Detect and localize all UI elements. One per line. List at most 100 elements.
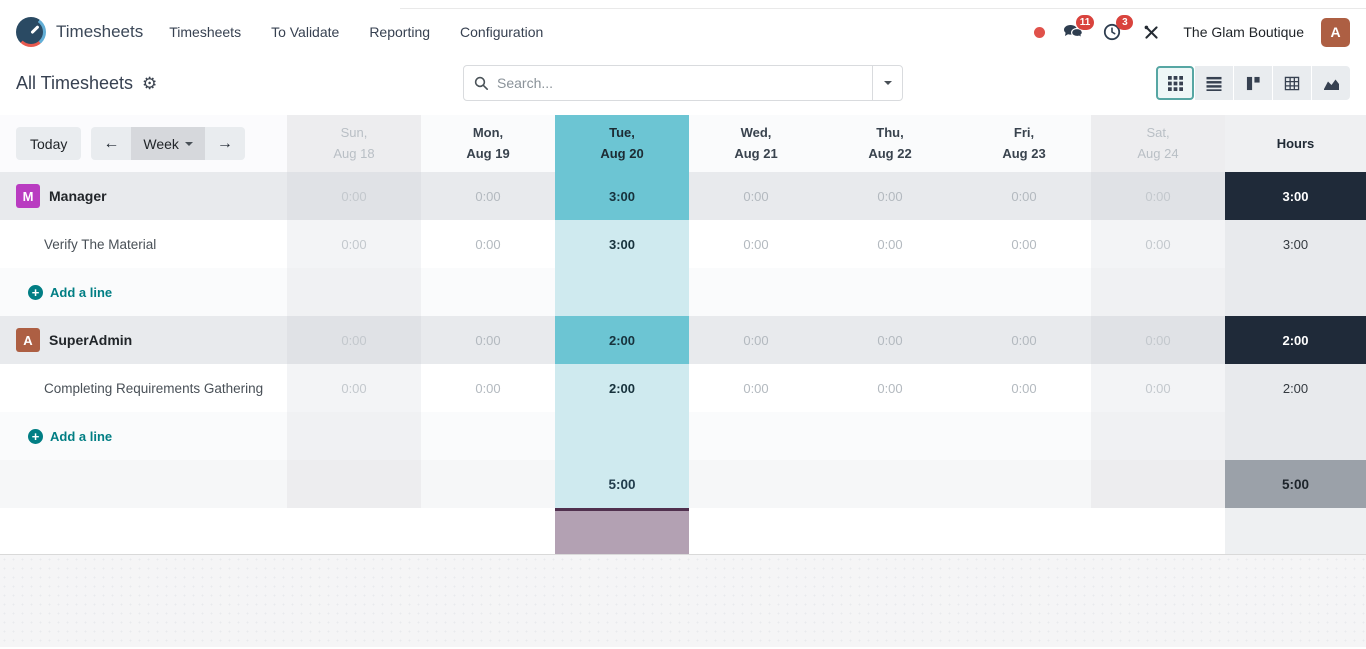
hours-column-header: Hours xyxy=(1225,115,1366,172)
add-line-row: Add a line xyxy=(0,268,1366,316)
grid-cell[interactable]: 0:00 xyxy=(823,364,957,412)
menu-item-timesheets[interactable]: Timesheets xyxy=(169,24,242,40)
hours-cell xyxy=(1225,268,1366,316)
divider xyxy=(400,8,1366,9)
view-button-list[interactable] xyxy=(1195,66,1233,100)
grid-cell: 0:00 xyxy=(1091,172,1225,220)
navbar-right: 11 3 The Glam Boutique A xyxy=(1034,15,1350,47)
timesheets-app-icon[interactable] xyxy=(16,17,46,47)
grid-cell: 0:00 xyxy=(287,172,421,220)
page-title: All Timesheets ⚙ xyxy=(16,73,157,94)
range-label: Week xyxy=(143,135,179,152)
day-name: Sat, xyxy=(1146,125,1170,141)
kanban-view-icon xyxy=(1246,76,1260,90)
view-button-grid[interactable] xyxy=(1156,66,1194,100)
search-box xyxy=(464,66,872,100)
grid-cell: 0:00 xyxy=(957,172,1091,220)
hours-cell xyxy=(1225,412,1366,460)
day-date: Aug 21 xyxy=(734,145,778,161)
grid-cell[interactable]: 0:00 xyxy=(287,364,421,412)
hours-cell: 2:00 xyxy=(1225,316,1366,364)
task-label[interactable]: Completing Requirements Gathering xyxy=(0,364,287,412)
grid-cell-today: 3:00 xyxy=(555,172,689,220)
day-name: Tue, xyxy=(609,125,635,141)
employee-label[interactable]: A SuperAdmin xyxy=(0,316,287,364)
grid-cell[interactable]: 0:00 xyxy=(689,220,823,268)
plus-icon xyxy=(28,284,43,300)
view-button-kanban[interactable] xyxy=(1234,66,1272,100)
total-cell xyxy=(1091,460,1225,508)
previous-week-button[interactable]: ← xyxy=(91,127,132,160)
grid-cell[interactable]: 0:00 xyxy=(689,364,823,412)
tools-icon xyxy=(1144,25,1158,39)
grid-cell-today[interactable]: 2:00 xyxy=(555,364,689,412)
day-name: Mon, xyxy=(472,125,504,141)
day-date: Aug 19 xyxy=(466,145,510,161)
day-date: Aug 24 xyxy=(1137,145,1179,161)
menu-item-reporting[interactable]: Reporting xyxy=(369,24,431,40)
chat-bubbles-icon xyxy=(1063,24,1083,39)
today-button[interactable]: Today xyxy=(16,127,82,160)
grid-cell: 0:00 xyxy=(823,316,957,364)
grid-cell[interactable]: 0:00 xyxy=(287,220,421,268)
grid-cell-today[interactable]: 3:00 xyxy=(555,220,689,268)
grand-total-cell: 5:00 xyxy=(1225,460,1366,508)
grid-cell xyxy=(957,412,1091,460)
grid-cell[interactable]: 0:00 xyxy=(1091,220,1225,268)
grid-cell[interactable]: 0:00 xyxy=(421,364,555,412)
total-cell xyxy=(957,460,1091,508)
recording-dot-icon xyxy=(1034,26,1046,38)
menu-item-configuration[interactable]: Configuration xyxy=(460,24,544,40)
grid-cell[interactable]: 0:00 xyxy=(823,220,957,268)
search-bar xyxy=(463,65,903,101)
grid-cell[interactable]: 0:00 xyxy=(421,220,555,268)
employee-name: SuperAdmin xyxy=(49,332,133,348)
settings-gear-icon[interactable]: ⚙ xyxy=(142,73,158,93)
employee-name: Manager xyxy=(49,188,107,204)
grid-cell xyxy=(421,412,555,460)
bar-cell xyxy=(287,508,421,554)
grid-cell[interactable]: 0:00 xyxy=(957,364,1091,412)
search-dropdown-button[interactable] xyxy=(872,66,902,100)
search-icon xyxy=(474,76,488,90)
hours-cell: 2:00 xyxy=(1225,364,1366,412)
totals-row: 5:00 5:00 xyxy=(0,460,1366,508)
grid-cell[interactable]: 0:00 xyxy=(957,220,1091,268)
grid-cell: 0:00 xyxy=(287,316,421,364)
grid-cell: 0:00 xyxy=(421,316,555,364)
pivot-view-icon xyxy=(1284,76,1300,90)
add-a-line-label: Add a line xyxy=(50,284,113,300)
user-avatar[interactable]: A xyxy=(1321,17,1350,47)
view-switcher xyxy=(1156,66,1350,100)
employee-row-superadmin: A SuperAdmin 0:00 0:00 2:00 0:00 0:00 0:… xyxy=(0,316,1366,364)
add-a-line-button[interactable]: Add a line xyxy=(28,428,112,444)
grid-cell xyxy=(287,412,421,460)
employee-label[interactable]: M Manager xyxy=(0,172,287,220)
bar-cell xyxy=(689,508,823,554)
view-button-pivot[interactable] xyxy=(1273,66,1311,100)
employee-row-manager: M Manager 0:00 0:00 3:00 0:00 0:00 0:00 … xyxy=(0,172,1366,220)
search-input[interactable] xyxy=(497,75,862,91)
total-cell-today: 5:00 xyxy=(555,460,689,508)
hours-cell: 3:00 xyxy=(1225,172,1366,220)
messages-button[interactable]: 11 xyxy=(1062,15,1095,42)
range-selector-button[interactable]: Week xyxy=(131,127,205,160)
company-name[interactable]: The Glam Boutique xyxy=(1183,24,1304,40)
control-panel: All Timesheets ⚙ xyxy=(0,56,1366,110)
hours-cell: 3:00 xyxy=(1225,220,1366,268)
total-cell xyxy=(421,460,555,508)
grid-cell xyxy=(689,268,823,316)
grid-cell-today xyxy=(555,268,689,316)
grid-cell xyxy=(287,268,421,316)
menu-item-to-validate[interactable]: To Validate xyxy=(271,24,340,40)
task-label[interactable]: Verify The Material xyxy=(0,220,287,268)
add-a-line-button[interactable]: Add a line xyxy=(28,284,113,300)
day-name: Wed, xyxy=(740,125,772,141)
view-button-graph[interactable] xyxy=(1312,66,1350,100)
grid-cell: 0:00 xyxy=(421,172,555,220)
grid-cell[interactable]: 0:00 xyxy=(1091,364,1225,412)
graph-view-icon xyxy=(1323,79,1339,90)
activities-button[interactable]: 3 xyxy=(1101,15,1134,42)
developer-tools-button[interactable] xyxy=(1140,22,1162,42)
next-week-button[interactable]: → xyxy=(204,127,245,160)
